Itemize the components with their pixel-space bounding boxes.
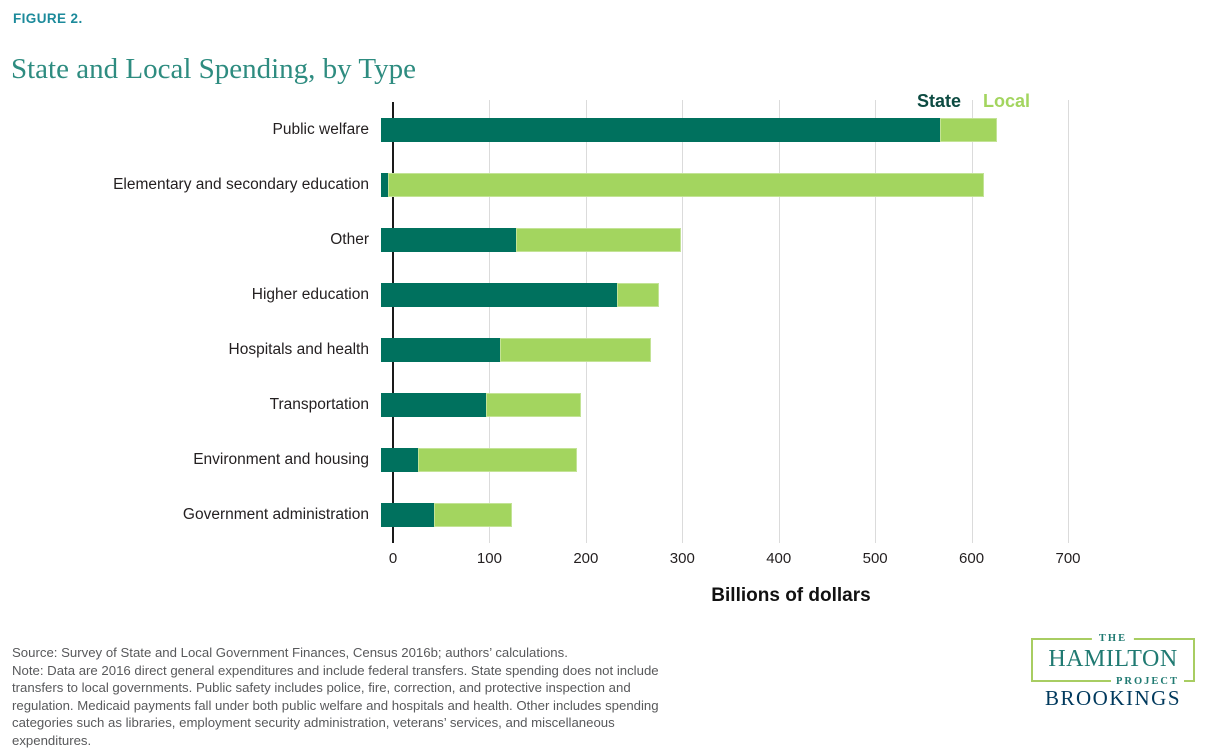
category-label: Public welfare bbox=[272, 120, 370, 138]
bar-rows: Public welfare Elementary and secondary e… bbox=[0, 102, 1068, 543]
gridline bbox=[875, 100, 877, 543]
brookings-wordmark: BROOKINGS bbox=[1044, 686, 1181, 710]
bar-segment-state bbox=[381, 172, 388, 197]
x-tick-label: 500 bbox=[862, 550, 888, 567]
gridline bbox=[971, 100, 973, 543]
bar-segment-state bbox=[381, 503, 435, 528]
x-tick-label: 0 bbox=[388, 550, 398, 567]
bar-segment-local bbox=[617, 282, 659, 307]
category-label: Elementary and secondary education bbox=[113, 175, 369, 193]
bar-track bbox=[381, 117, 1056, 142]
x-axis-title: Billions of dollars bbox=[711, 585, 871, 606]
bar-track bbox=[381, 448, 1056, 473]
bar-track bbox=[381, 337, 1056, 362]
x-tick-label: 300 bbox=[669, 550, 695, 567]
gridline bbox=[489, 100, 491, 543]
footnote-line: categories such as libraries, employment… bbox=[12, 715, 615, 731]
bar-row: Government administration bbox=[0, 488, 1068, 543]
chart-area: Public welfare Elementary and secondary e… bbox=[0, 100, 1090, 543]
bar-row: Elementary and secondary education bbox=[0, 157, 1068, 212]
bar-row: Public welfare bbox=[0, 102, 1068, 157]
bar-segment-state bbox=[381, 337, 500, 362]
bar-segment-state bbox=[381, 393, 487, 418]
bar-row: Transportation bbox=[0, 377, 1068, 432]
logo-project-text: PROJECT bbox=[1110, 676, 1184, 687]
figure-label: FIGURE 2. bbox=[13, 11, 83, 26]
gridline bbox=[682, 100, 684, 543]
category-label: Other bbox=[330, 230, 369, 248]
gridline bbox=[585, 100, 587, 543]
bar-row: Other bbox=[0, 212, 1068, 267]
category-label: Transportation bbox=[269, 396, 369, 414]
page-title: State and Local Spending, by Type bbox=[11, 53, 416, 86]
legend-local-label: Local bbox=[982, 91, 1030, 111]
x-tick-label: 700 bbox=[1055, 550, 1081, 567]
bar-segment-local bbox=[516, 227, 681, 252]
bar-row: Environment and housing bbox=[0, 433, 1068, 488]
bar-segment-local bbox=[486, 393, 581, 418]
bar-segment-state bbox=[381, 117, 941, 142]
x-tick-label: 600 bbox=[959, 550, 985, 567]
hamilton-project-logo: THE HAMILTON PROJECT bbox=[1031, 633, 1195, 687]
y-axis-line bbox=[392, 102, 394, 543]
category-label: Higher education bbox=[251, 285, 369, 303]
x-tick-label: 100 bbox=[476, 550, 502, 567]
bar-segment-local bbox=[417, 448, 577, 473]
x-tick-label: 400 bbox=[766, 550, 792, 567]
category-label: Government administration bbox=[182, 506, 369, 524]
bar-segment-state bbox=[381, 282, 618, 307]
bar-track bbox=[381, 393, 1056, 418]
plot-grid bbox=[393, 100, 1069, 543]
category-label: Hospitals and health bbox=[228, 340, 369, 358]
footnote-line: Source: Survey of State and Local Govern… bbox=[12, 645, 568, 660]
bar-segment-local bbox=[387, 172, 984, 197]
bar-segment-state bbox=[381, 448, 418, 473]
gridline bbox=[778, 100, 780, 543]
bar-track bbox=[381, 282, 1056, 307]
bar-track bbox=[381, 172, 1056, 197]
bar-row: Higher education bbox=[0, 267, 1068, 322]
bar-row: Hospitals and health bbox=[0, 322, 1068, 377]
footnote-line: transfers to local governments. Public s… bbox=[12, 680, 631, 696]
logo-the-text: THE bbox=[1091, 633, 1135, 644]
x-tick-label: 200 bbox=[573, 550, 599, 567]
category-label: Environment and housing bbox=[193, 451, 369, 469]
bar-segment-local bbox=[434, 503, 513, 528]
footnote: Source: Survey of State and Local Govern… bbox=[12, 644, 722, 750]
footnote-line: regulation. Medicaid payments fall under… bbox=[12, 697, 659, 713]
logo-hamilton-text: HAMILTON bbox=[1048, 646, 1178, 672]
bar-track bbox=[381, 503, 1056, 528]
legend: State Local bbox=[860, 91, 1030, 112]
x-axis-ticks: 0 100 200 300 400 500 600 700 bbox=[0, 550, 1213, 570]
gridline bbox=[1068, 100, 1069, 543]
bar-track bbox=[381, 227, 1056, 252]
bar-segment-local bbox=[499, 337, 651, 362]
bar-segment-local bbox=[940, 117, 998, 142]
footnote-line: Note: Data are 2016 direct general expen… bbox=[12, 662, 659, 678]
legend-state-label: State bbox=[916, 91, 961, 111]
footnote-line: expenditures. bbox=[12, 732, 92, 748]
bar-segment-state bbox=[381, 227, 516, 252]
